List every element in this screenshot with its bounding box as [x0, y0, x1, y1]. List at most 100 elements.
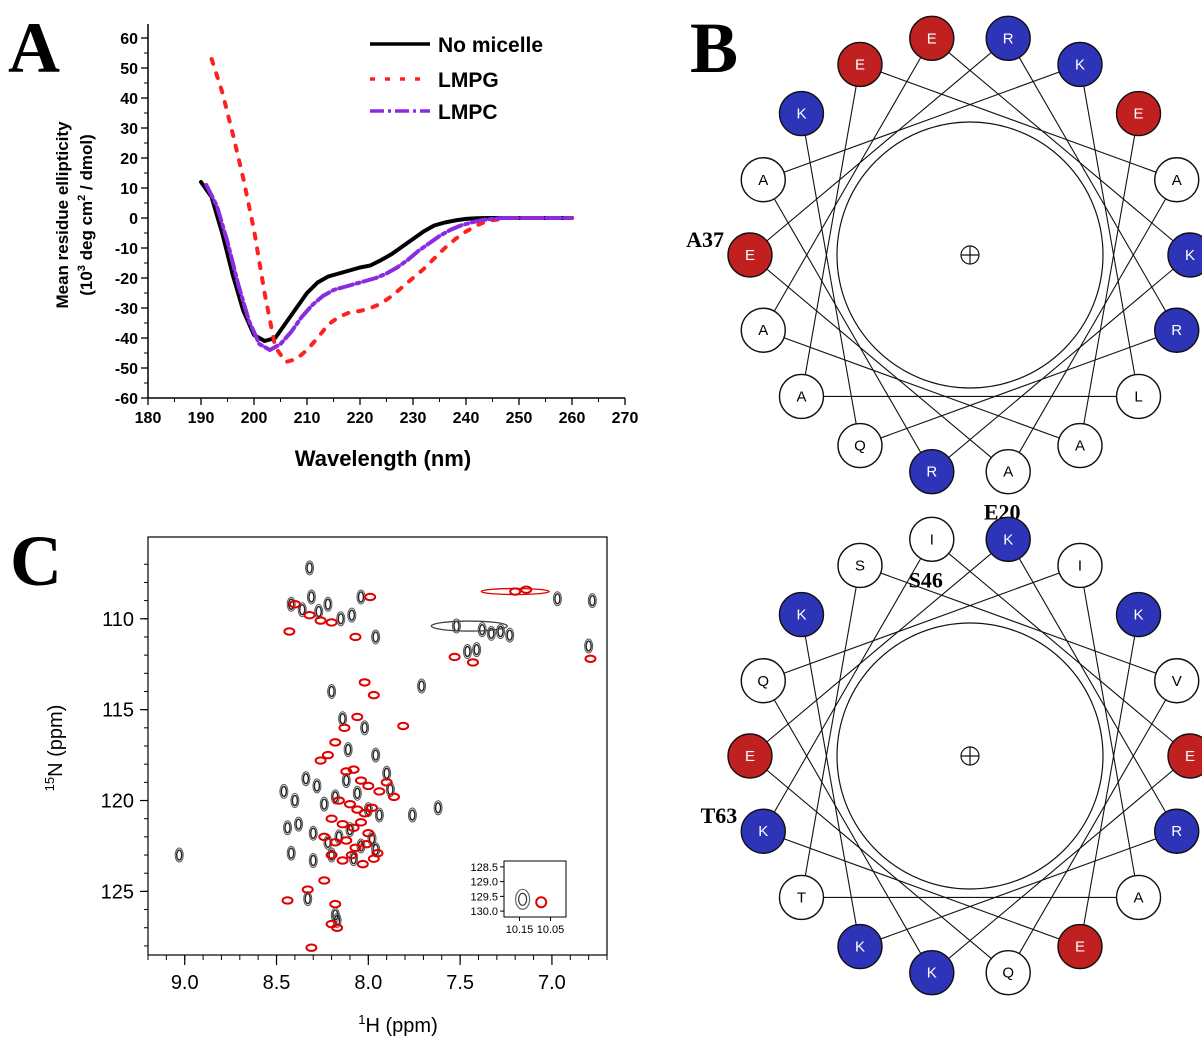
hsqc-peak-red: [358, 809, 371, 818]
hsqc-peak-red: [345, 850, 358, 860]
residue-annotation: T63: [701, 803, 738, 828]
hsqc-peak-gray-core: [434, 802, 442, 814]
hsqc-peak-red: [338, 723, 351, 733]
wheel-connector: [800, 113, 861, 446]
hsqc-peak-red: [466, 658, 479, 667]
hsqc-peak-red: [367, 690, 380, 700]
hsqc-y-tick-label: 115: [102, 700, 134, 722]
hsqc-peak-red: [365, 803, 378, 812]
residue-annotation: A37: [686, 227, 724, 252]
wheel-connector: [931, 254, 1191, 473]
residue-circle: [985, 949, 1031, 996]
hsqc-peak-gray: [345, 822, 355, 838]
wheel-connector: [763, 63, 1081, 181]
hsqc-peak-gray-core: [418, 680, 425, 692]
residue-circle: [1057, 422, 1103, 469]
hsqc-peak-gray: [462, 643, 472, 659]
hsqc-peak-red: [347, 823, 360, 832]
residue-circle: [985, 15, 1031, 62]
hsqc-inset: 128.5 129.0 129.5 130.0 10.15 10.05: [470, 860, 567, 936]
cd-legend: No micelle LMPG LMPC: [370, 34, 543, 124]
residue-letter: K: [758, 823, 768, 840]
hsqc-peak-gray: [584, 638, 594, 654]
hsqc-peak-red: [349, 632, 362, 642]
residue-letter: Q: [757, 673, 769, 690]
hsqc-peak-gray: [279, 783, 289, 799]
wheel-connector: [749, 37, 1009, 256]
cd-series-lmpc: [204, 183, 574, 352]
hsqc-peak-gray-core: [288, 847, 295, 859]
hsqc-peak-red: [325, 850, 338, 860]
hsqc-peak-red: [340, 767, 353, 776]
residue-circle: [1154, 307, 1200, 353]
cd-x-tick-label: 240: [453, 410, 480, 427]
hsqc-peak-red: [329, 899, 342, 909]
panel-label-c: C: [10, 521, 62, 601]
residue-circle: [1115, 373, 1162, 420]
hsqc-peak-gray-core: [339, 713, 346, 725]
residue-circle: [740, 307, 786, 353]
hsqc-peak-gray-core: [291, 794, 299, 807]
hsqc-x-axis-label: 1H (ppm): [358, 1012, 437, 1037]
residue-letter: E: [1075, 939, 1085, 956]
hsqc-peak-red: [329, 738, 342, 747]
inset-y-tick-label: 128.5: [470, 862, 498, 874]
hsqc-peak-gray-streak: [430, 620, 508, 632]
hsqc-peak-gray: [294, 816, 304, 832]
hsqc-peak-red: [336, 856, 349, 865]
hsqc-peak-gray: [385, 782, 395, 798]
hsqc-peak-red: [318, 832, 331, 842]
hsqc-peak-red: [343, 799, 356, 809]
hsqc-y-tick-label: 110: [102, 609, 134, 631]
hsqc-peak-gray-core: [383, 767, 390, 779]
hsqc-peak-red: [509, 587, 522, 596]
residue-letter: Q: [1002, 965, 1014, 982]
residue-circle: [1115, 591, 1162, 638]
hsqc-peak-red: [367, 854, 380, 863]
inset-x-tick-label: 10.15: [506, 924, 534, 936]
hsqc-peak-red: [305, 943, 318, 952]
residue-letter: K: [1003, 531, 1013, 548]
hsqc-peak-gray-core: [310, 854, 317, 867]
cd-y-tick-label: 30: [120, 121, 138, 138]
residue-circle: [909, 516, 955, 563]
hsqc-y-ticks: 110 115 120 125: [101, 563, 148, 947]
cd-y-tick-label: -60: [115, 391, 138, 408]
hsqc-peak-gray-core: [324, 598, 332, 610]
wheel-connector: [749, 755, 1009, 974]
inset-peak-gray: [514, 888, 531, 910]
hsqc-x-tick-label: 8.0: [354, 972, 382, 994]
inset-y-tick-label: 129.5: [470, 891, 498, 903]
wheel-connector: [931, 37, 1191, 256]
hsqc-peak-gray: [305, 560, 315, 576]
cd-x-tick-label: 220: [347, 410, 374, 427]
hsqc-peak-red-streak: [480, 587, 550, 596]
hsqc-peak-gray-core: [288, 598, 295, 610]
hsqc-peak-gray-core: [344, 743, 352, 756]
residue-circle: [778, 591, 825, 638]
hsqc-peak-gray-core: [354, 787, 361, 799]
hsqc-peak-gray: [308, 825, 318, 841]
cd-x-tick-label: 250: [506, 410, 533, 427]
wheel-connector: [762, 539, 933, 832]
hsqc-peak-gray-core: [335, 831, 343, 843]
hsqc-peak-gray: [486, 625, 496, 641]
hsqc-peak-gray-core: [284, 822, 291, 834]
hsqc-peak-gray-core: [310, 827, 317, 839]
hsqc-peak-gray: [360, 720, 370, 736]
residue-circle: [1154, 157, 1200, 203]
hsqc-peak-gray: [347, 607, 357, 623]
cd-y-tick-label: 0: [129, 211, 138, 228]
hsqc-peak-red: [388, 792, 401, 802]
residue-letter: T: [797, 889, 806, 906]
cd-y-label-line1: Mean residue ellipticity: [53, 121, 72, 309]
residue-letter: V: [1172, 673, 1182, 690]
hsqc-peak-red: [314, 756, 327, 765]
residue-circle: [778, 90, 825, 137]
hsqc-peak-gray: [323, 596, 333, 612]
cd-y-tick-label: -40: [115, 331, 138, 348]
hsqc-peak-red: [325, 618, 338, 627]
hsqc-peak-gray-core: [589, 594, 596, 607]
